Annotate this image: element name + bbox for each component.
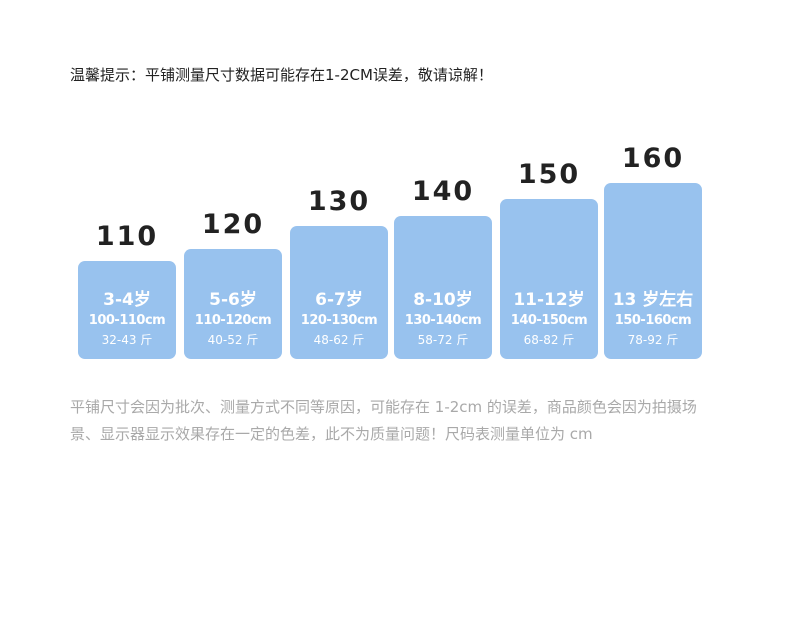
height-label: 130-140cm <box>404 313 482 328</box>
weight-label: 78-92 斤 <box>627 333 679 347</box>
weight-label: 32-43 斤 <box>101 333 153 347</box>
size-label: 150 <box>517 159 581 190</box>
size-box: 8-10岁 130-140cm 58-72 斤 <box>394 216 492 359</box>
size-label: 110 <box>95 221 159 252</box>
size-label: 130 <box>307 186 371 217</box>
age-label: 3-4岁 <box>103 290 151 310</box>
weight-label: 68-82 斤 <box>523 333 575 347</box>
weight-label: 40-52 斤 <box>207 333 259 347</box>
footnote: 平铺尺寸会因为批次、测量方式不同等原因，可能存在 1-2cm 的误差，商品颜色会… <box>70 398 697 443</box>
size-box: 3-4岁 100-110cm 32-43 斤 <box>78 261 176 359</box>
size-label: 120 <box>201 209 265 240</box>
height-label: 100-110cm <box>88 313 166 328</box>
age-label: 5-6岁 <box>209 290 257 310</box>
weight-label: 48-62 斤 <box>313 333 365 347</box>
size-box: 6-7岁 120-130cm 48-62 斤 <box>290 226 388 359</box>
size-box: 5-6岁 110-120cm 40-52 斤 <box>184 249 282 359</box>
height-label: 150-160cm <box>614 313 692 328</box>
height-label: 140-150cm <box>510 313 588 328</box>
height-label: 120-130cm <box>300 313 378 328</box>
height-label: 110-120cm <box>194 313 272 328</box>
size-label: 160 <box>621 143 685 174</box>
size-label: 140 <box>411 176 475 207</box>
age-label: 6-7岁 <box>315 290 363 310</box>
age-label: 8-10岁 <box>413 290 473 310</box>
notice: 温馨提示：平铺测量尺寸数据可能存在1-2CM误差，敬请谅解！ <box>70 66 493 84</box>
size-box: 13 岁左右 150-160cm 78-92 斤 <box>604 183 702 359</box>
age-label: 11-12岁 <box>513 290 585 310</box>
weight-label: 58-72 斤 <box>417 333 469 347</box>
age-label: 13 岁左右 <box>612 290 694 310</box>
size-box: 11-12岁 140-150cm 68-82 斤 <box>500 199 598 359</box>
